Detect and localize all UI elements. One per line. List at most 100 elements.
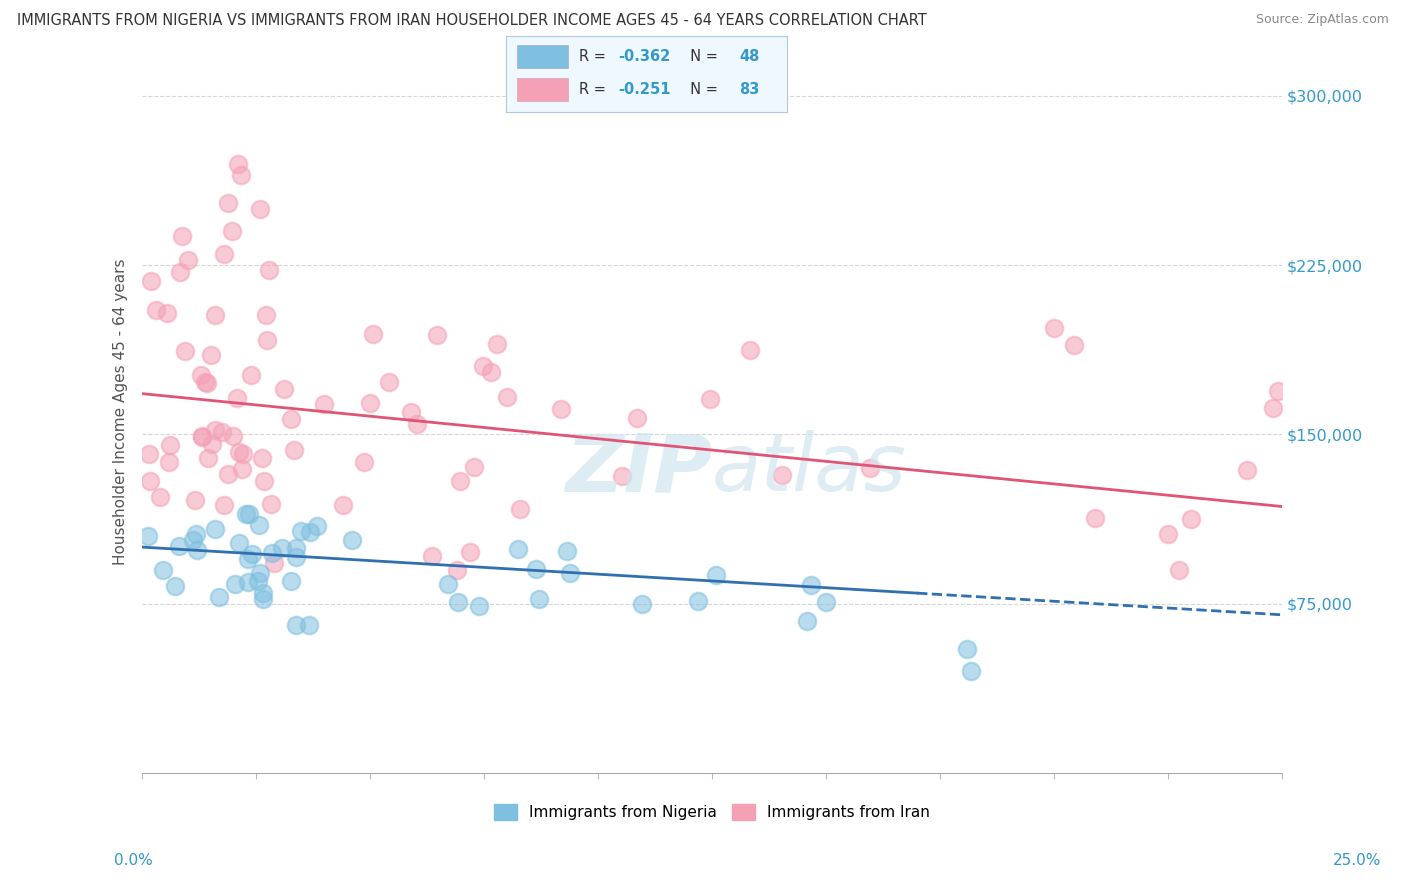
Point bbox=[226, 391, 249, 405]
Point bbox=[298, 617, 321, 632]
Point bbox=[259, 263, 281, 277]
Point bbox=[250, 450, 273, 465]
Point bbox=[485, 337, 508, 351]
Point bbox=[186, 542, 208, 557]
Point bbox=[284, 541, 307, 555]
Point bbox=[555, 544, 578, 558]
Point bbox=[800, 578, 823, 592]
Point bbox=[247, 517, 270, 532]
Point bbox=[280, 574, 302, 589]
Point bbox=[195, 376, 218, 390]
Point bbox=[298, 524, 321, 539]
Point bbox=[496, 391, 519, 405]
Point bbox=[1157, 527, 1180, 541]
Point bbox=[960, 664, 983, 678]
Point bbox=[796, 614, 818, 628]
Point bbox=[174, 343, 197, 358]
Point bbox=[232, 447, 254, 461]
Point bbox=[247, 574, 270, 588]
Point bbox=[238, 507, 260, 521]
Point bbox=[405, 417, 427, 431]
Point bbox=[145, 303, 167, 318]
Point bbox=[399, 405, 422, 419]
Point bbox=[228, 536, 250, 550]
Text: 48: 48 bbox=[740, 49, 759, 63]
Point bbox=[224, 576, 246, 591]
Point bbox=[156, 306, 179, 320]
Point bbox=[167, 539, 190, 553]
Point bbox=[177, 252, 200, 267]
Point bbox=[686, 594, 709, 608]
Point bbox=[463, 459, 485, 474]
Point bbox=[170, 228, 193, 243]
Point bbox=[506, 542, 529, 557]
Point bbox=[353, 455, 375, 469]
Text: N =: N = bbox=[681, 49, 723, 63]
Point bbox=[314, 397, 336, 411]
Y-axis label: Householder Income Ages 45 - 64 years: Householder Income Ages 45 - 64 years bbox=[114, 259, 128, 565]
Point bbox=[1263, 401, 1285, 415]
Bar bbox=[517, 45, 568, 68]
Point bbox=[704, 567, 727, 582]
Point bbox=[307, 519, 329, 533]
Point bbox=[138, 474, 160, 488]
Bar bbox=[517, 78, 568, 101]
Point bbox=[1180, 512, 1202, 526]
Text: IMMIGRANTS FROM NIGERIA VS IMMIGRANTS FROM IRAN HOUSEHOLDER INCOME AGES 45 - 64 : IMMIGRANTS FROM NIGERIA VS IMMIGRANTS FR… bbox=[17, 13, 927, 29]
Point bbox=[228, 445, 250, 459]
Point bbox=[211, 425, 233, 439]
Point bbox=[204, 522, 226, 536]
Point bbox=[139, 274, 162, 288]
Point bbox=[262, 546, 284, 560]
Point bbox=[181, 533, 204, 548]
Point bbox=[290, 524, 312, 539]
Legend: Immigrants from Nigeria, Immigrants from Iran: Immigrants from Nigeria, Immigrants from… bbox=[488, 798, 936, 827]
Point bbox=[612, 468, 634, 483]
Point bbox=[363, 327, 385, 342]
Point bbox=[200, 348, 222, 362]
Text: 0.0%: 0.0% bbox=[114, 854, 153, 868]
Point bbox=[740, 343, 762, 357]
Point bbox=[859, 461, 882, 475]
Point bbox=[200, 437, 222, 451]
Point bbox=[217, 196, 239, 211]
Point bbox=[252, 592, 274, 607]
Point bbox=[221, 224, 243, 238]
Point bbox=[524, 562, 547, 576]
Point bbox=[1063, 338, 1085, 352]
Text: -0.362: -0.362 bbox=[619, 49, 671, 63]
Point bbox=[212, 498, 235, 512]
Text: 83: 83 bbox=[740, 82, 759, 97]
Point bbox=[1042, 321, 1064, 335]
Point bbox=[509, 502, 531, 516]
Point bbox=[204, 308, 226, 322]
Point bbox=[222, 429, 245, 443]
Point bbox=[815, 595, 838, 609]
Point bbox=[212, 246, 235, 260]
Point bbox=[260, 497, 283, 511]
Point bbox=[558, 566, 581, 581]
Point bbox=[236, 552, 259, 566]
Point bbox=[420, 549, 443, 563]
Point bbox=[252, 585, 274, 599]
Point bbox=[436, 577, 458, 591]
Point bbox=[956, 641, 979, 656]
Point bbox=[359, 395, 381, 409]
Text: R =: R = bbox=[579, 82, 610, 97]
Point bbox=[285, 618, 308, 632]
Point bbox=[159, 438, 181, 452]
Point bbox=[1168, 563, 1191, 577]
Point bbox=[550, 402, 572, 417]
Point bbox=[458, 545, 481, 559]
Point bbox=[191, 430, 214, 444]
Point bbox=[136, 529, 159, 543]
Point bbox=[152, 564, 174, 578]
Point bbox=[194, 375, 217, 389]
Point bbox=[249, 202, 271, 216]
Point bbox=[240, 368, 263, 383]
Point bbox=[271, 541, 294, 556]
Point bbox=[157, 454, 180, 468]
Point bbox=[197, 450, 219, 465]
Point bbox=[190, 428, 212, 442]
Point bbox=[208, 590, 231, 604]
